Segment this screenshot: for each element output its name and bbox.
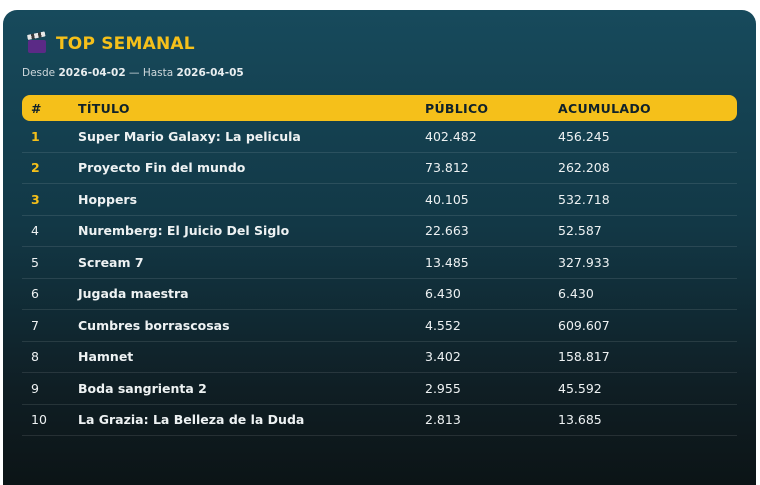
rank-cell: 6 bbox=[22, 278, 78, 310]
public-cell: 2.813 bbox=[425, 404, 558, 436]
cumulative-cell: 6.430 bbox=[558, 278, 737, 310]
cumulative-cell: 327.933 bbox=[558, 246, 737, 279]
table-row: 10 La Grazia: La Belleza de la Duda 2.81… bbox=[22, 404, 737, 436]
rank-cell: 10 bbox=[22, 404, 78, 436]
column-header-rank: # bbox=[22, 95, 78, 121]
public-cell: 402.482 bbox=[425, 121, 558, 153]
rank-cell: 7 bbox=[22, 309, 78, 342]
table-row: 5 Scream 7 13.485 327.933 bbox=[22, 246, 737, 279]
table-row: 1 Super Mario Galaxy: La pelicula 402.48… bbox=[22, 121, 737, 153]
clapperboard-icon bbox=[26, 31, 46, 53]
cumulative-cell: 13.685 bbox=[558, 404, 737, 436]
table-row: 7 Cumbres borrascosas 4.552 609.607 bbox=[22, 309, 737, 342]
cumulative-cell: 532.718 bbox=[558, 183, 737, 216]
public-cell: 73.812 bbox=[425, 152, 558, 184]
title-cell: Nuremberg: El Juicio Del Siglo bbox=[78, 215, 425, 247]
card-header: TOP SEMANAL bbox=[26, 31, 195, 54]
title-cell: La Grazia: La Belleza de la Duda bbox=[78, 404, 425, 436]
range-separator: — Hasta bbox=[129, 67, 174, 79]
rank-cell: 2 bbox=[22, 152, 78, 184]
table-row: 9 Boda sangrienta 2 2.955 45.592 bbox=[22, 372, 737, 405]
card-title: TOP SEMANAL bbox=[56, 34, 195, 54]
public-cell: 6.430 bbox=[425, 278, 558, 310]
rank-cell: 1 bbox=[22, 121, 78, 153]
cumulative-cell: 158.817 bbox=[558, 341, 737, 373]
public-cell: 2.955 bbox=[425, 372, 558, 405]
title-cell: Cumbres borrascosas bbox=[78, 309, 425, 342]
title-cell: Scream 7 bbox=[78, 246, 425, 279]
date-range: Desde 2026-04-02 — Hasta 2026-04-05 bbox=[22, 67, 244, 79]
title-cell: Proyecto Fin del mundo bbox=[78, 152, 425, 184]
rank-cell: 3 bbox=[22, 183, 78, 216]
table-header-row: # TÍTULO PÚBLICO ACUMULADO bbox=[22, 95, 737, 121]
public-cell: 22.663 bbox=[425, 215, 558, 247]
rank-cell: 5 bbox=[22, 246, 78, 279]
range-to-date: 2026-04-05 bbox=[176, 67, 244, 79]
title-cell: Hamnet bbox=[78, 341, 425, 373]
rank-cell: 8 bbox=[22, 341, 78, 373]
public-cell: 13.485 bbox=[425, 246, 558, 279]
rank-cell: 9 bbox=[22, 372, 78, 405]
title-cell: Super Mario Galaxy: La pelicula bbox=[78, 121, 425, 153]
rank-cell: 4 bbox=[22, 215, 78, 247]
ranking-table: # TÍTULO PÚBLICO ACUMULADO 1 Super Mario… bbox=[22, 95, 737, 436]
table-row: 3 Hoppers 40.105 532.718 bbox=[22, 183, 737, 216]
title-cell: Hoppers bbox=[78, 183, 425, 216]
table-row: 4 Nuremberg: El Juicio Del Siglo 22.663 … bbox=[22, 215, 737, 247]
column-header-cumulative: ACUMULADO bbox=[558, 95, 737, 121]
top-weekly-card: TOP SEMANAL Desde 2026-04-02 — Hasta 202… bbox=[3, 10, 756, 485]
table-row: 2 Proyecto Fin del mundo 73.812 262.208 bbox=[22, 152, 737, 184]
public-cell: 3.402 bbox=[425, 341, 558, 373]
range-from-label: Desde bbox=[22, 67, 56, 79]
cumulative-cell: 52.587 bbox=[558, 215, 737, 247]
public-cell: 4.552 bbox=[425, 309, 558, 342]
table-row: 8 Hamnet 3.402 158.817 bbox=[22, 341, 737, 373]
range-from-date: 2026-04-02 bbox=[58, 67, 126, 79]
cumulative-cell: 609.607 bbox=[558, 309, 737, 342]
cumulative-cell: 262.208 bbox=[558, 152, 737, 184]
cumulative-cell: 45.592 bbox=[558, 372, 737, 405]
title-cell: Boda sangrienta 2 bbox=[78, 372, 425, 405]
title-cell: Jugada maestra bbox=[78, 278, 425, 310]
column-header-public: PÚBLICO bbox=[425, 95, 558, 121]
public-cell: 40.105 bbox=[425, 183, 558, 216]
table-row: 6 Jugada maestra 6.430 6.430 bbox=[22, 278, 737, 310]
column-header-title: TÍTULO bbox=[78, 95, 425, 121]
cumulative-cell: 456.245 bbox=[558, 121, 737, 153]
